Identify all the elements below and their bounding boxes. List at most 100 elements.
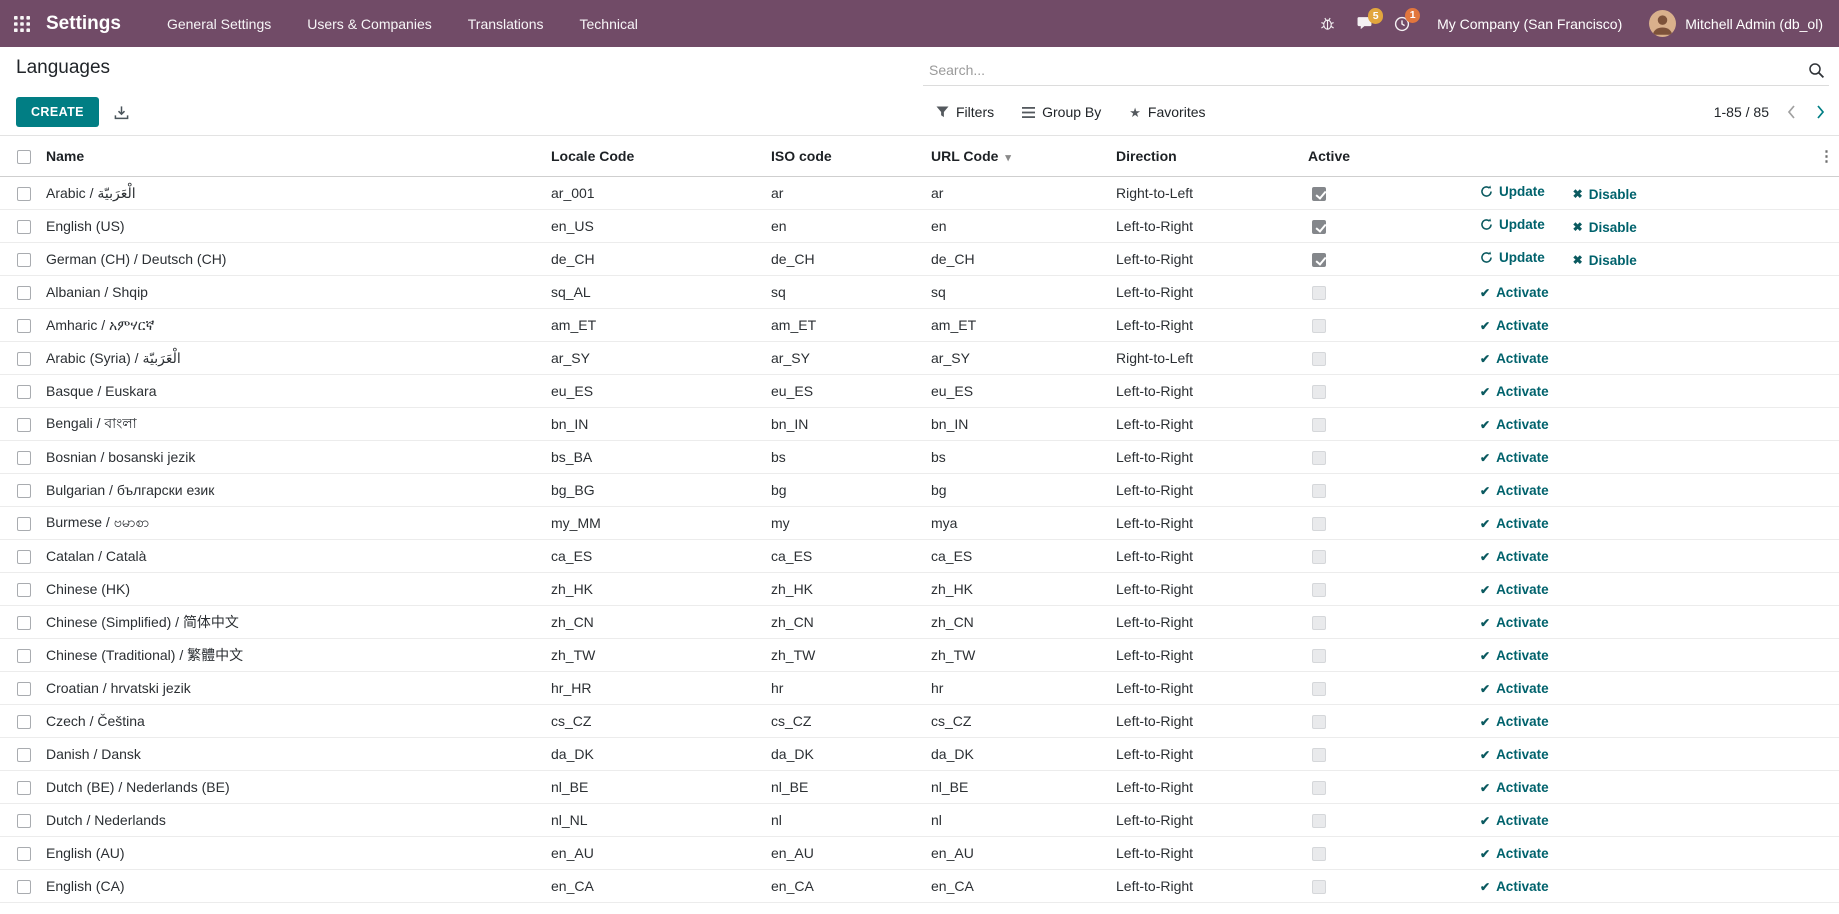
row-select-checkbox[interactable] <box>17 748 31 763</box>
column-header-url-code[interactable]: URL Code ▾ <box>931 148 1011 164</box>
menu-general-settings[interactable]: General Settings <box>166 15 272 32</box>
pager-previous-icon[interactable] <box>1785 103 1798 121</box>
table-row[interactable]: Basque / Euskara eu_ES eu_ES eu_ES Left-… <box>0 374 1839 408</box>
row-select-checkbox[interactable] <box>17 484 31 499</box>
activate-button[interactable]: ✔ Activate <box>1480 714 1549 730</box>
company-switcher[interactable]: My Company (San Francisco) <box>1437 15 1623 32</box>
row-select-checkbox[interactable] <box>17 352 31 367</box>
user-menu[interactable]: Mitchell Admin (db_ol) <box>1649 10 1823 37</box>
table-row[interactable]: Catalan / Català ca_ES ca_ES ca_ES Left-… <box>0 539 1839 573</box>
activate-button[interactable]: ✔ Activate <box>1480 450 1549 466</box>
search-icon[interactable] <box>1808 62 1825 79</box>
disable-button[interactable]: ✖ Disable <box>1572 186 1637 202</box>
export-download-icon[interactable] <box>114 105 129 120</box>
activate-button[interactable]: ✔ Activate <box>1480 681 1549 697</box>
activate-button[interactable]: ✔ Activate <box>1480 747 1549 763</box>
activate-button[interactable]: ✔ Activate <box>1480 582 1549 598</box>
update-button[interactable]: Update <box>1480 184 1545 199</box>
activate-button[interactable]: ✔ Activate <box>1480 516 1549 532</box>
column-options-icon[interactable]: ⋮ <box>1819 148 1834 165</box>
debug-bug-icon[interactable] <box>1320 16 1335 31</box>
pager-next-icon[interactable] <box>1814 103 1827 121</box>
row-select-checkbox[interactable] <box>17 451 31 466</box>
row-select-checkbox[interactable] <box>17 286 31 301</box>
activate-button[interactable]: ✔ Activate <box>1480 648 1549 664</box>
apps-menu-icon[interactable] <box>14 15 30 32</box>
direction-cell: Right-to-Left <box>1112 176 1304 210</box>
table-row[interactable]: Arabic (Syria) / الْعَرَبيّة ar_SY ar_SY… <box>0 341 1839 375</box>
activate-button[interactable]: ✔ Activate <box>1480 846 1549 862</box>
row-select-checkbox[interactable] <box>17 253 31 268</box>
table-row[interactable]: Arabic / الْعَرَبيّة ar_001 ar ar Right-… <box>0 176 1839 210</box>
group-by-button[interactable]: Group By <box>1022 104 1101 120</box>
iso-code-cell: en <box>767 209 927 243</box>
table-row[interactable]: Amharic / አምሃርኛ am_ET am_ET am_ET Left-t… <box>0 308 1839 342</box>
row-select-checkbox[interactable] <box>17 682 31 697</box>
table-row[interactable]: Danish / Dansk da_DK da_DK da_DK Left-to… <box>0 737 1839 771</box>
menu-technical[interactable]: Technical <box>579 15 638 32</box>
table-row[interactable]: Croatian / hrvatski jezik hr_HR hr hr Le… <box>0 671 1839 705</box>
create-button[interactable]: CREATE <box>16 97 99 127</box>
table-row[interactable]: English (US) en_US en en Left-to-Right U… <box>0 209 1839 243</box>
row-select-checkbox[interactable] <box>17 880 31 895</box>
activate-button[interactable]: ✔ Activate <box>1480 384 1549 400</box>
table-row[interactable]: Chinese (HK) zh_HK zh_HK zh_HK Left-to-R… <box>0 572 1839 606</box>
row-select-checkbox[interactable] <box>17 583 31 598</box>
table-row[interactable]: English (AU) en_AU en_AU en_AU Left-to-R… <box>0 836 1839 870</box>
row-select-checkbox[interactable] <box>17 616 31 631</box>
table-row[interactable]: Chinese (Traditional) / 繁體中文 zh_TW zh_TW… <box>0 638 1839 672</box>
row-select-checkbox[interactable] <box>17 715 31 730</box>
column-header-iso-code[interactable]: ISO code <box>771 148 832 164</box>
row-select-checkbox[interactable] <box>17 847 31 862</box>
messages-icon[interactable]: 5 <box>1356 8 1384 31</box>
row-select-checkbox[interactable] <box>17 319 31 334</box>
menu-translations[interactable]: Translations <box>467 15 544 32</box>
activate-button[interactable]: ✔ Activate <box>1480 549 1549 565</box>
app-title[interactable]: Settings <box>46 12 121 34</box>
table-row[interactable]: Czech / Čeština cs_CZ cs_CZ cs_CZ Left-t… <box>0 704 1839 738</box>
row-select-checkbox[interactable] <box>17 418 31 433</box>
update-button[interactable]: Update <box>1480 250 1545 265</box>
table-row[interactable]: Dutch / Nederlands nl_NL nl nl Left-to-R… <box>0 803 1839 837</box>
activate-button[interactable]: ✔ Activate <box>1480 813 1549 829</box>
column-header-locale-code[interactable]: Locale Code <box>551 148 635 164</box>
disable-button[interactable]: ✖ Disable <box>1572 252 1637 268</box>
select-all-checkbox[interactable] <box>17 150 31 165</box>
activate-button[interactable]: ✔ Activate <box>1480 780 1549 796</box>
column-header-active[interactable]: Active <box>1308 148 1351 164</box>
activate-button[interactable]: ✔ Activate <box>1480 615 1549 631</box>
favorites-button[interactable]: ★ Favorites <box>1129 104 1206 120</box>
filters-button[interactable]: Filters <box>936 104 994 120</box>
menu-users-companies[interactable]: Users & Companies <box>307 15 432 32</box>
disable-button[interactable]: ✖ Disable <box>1572 219 1637 235</box>
activate-button[interactable]: ✔ Activate <box>1480 879 1549 895</box>
table-row[interactable]: German (CH) / Deutsch (CH) de_CH de_CH d… <box>0 242 1839 276</box>
column-header-direction[interactable]: Direction <box>1116 148 1177 164</box>
language-name-cell: Bulgarian / български език <box>42 473 547 507</box>
search-input[interactable] <box>923 56 1829 86</box>
row-select-checkbox[interactable] <box>17 649 31 664</box>
table-row[interactable]: Bosnian / bosanski jezik bs_BA bs bs Lef… <box>0 440 1839 474</box>
update-button[interactable]: Update <box>1480 217 1545 232</box>
table-row[interactable]: English (CA) en_CA en_CA en_CA Left-to-R… <box>0 869 1839 903</box>
table-row[interactable]: Albanian / Shqip sq_AL sq sq Left-to-Rig… <box>0 275 1839 309</box>
activate-button[interactable]: ✔ Activate <box>1480 285 1549 301</box>
activate-button[interactable]: ✔ Activate <box>1480 417 1549 433</box>
activate-button[interactable]: ✔ Activate <box>1480 351 1549 367</box>
activate-button[interactable]: ✔ Activate <box>1480 483 1549 499</box>
table-row[interactable]: Bulgarian / български език bg_BG bg bg L… <box>0 473 1839 507</box>
table-row[interactable]: Dutch (BE) / Nederlands (BE) nl_BE nl_BE… <box>0 770 1839 804</box>
row-select-checkbox[interactable] <box>17 781 31 796</box>
column-header-name[interactable]: Name <box>46 148 85 164</box>
row-select-checkbox[interactable] <box>17 385 31 400</box>
table-row[interactable]: Bengali / বাংলা bn_IN bn_IN bn_IN Left-t… <box>0 407 1839 441</box>
activities-clock-icon[interactable]: 1 <box>1394 7 1421 32</box>
activate-button[interactable]: ✔ Activate <box>1480 318 1549 334</box>
row-select-checkbox[interactable] <box>17 220 31 235</box>
row-select-checkbox[interactable] <box>17 187 31 202</box>
table-row[interactable]: Chinese (Simplified) / 简体中文 zh_CN zh_CN … <box>0 605 1839 639</box>
table-row[interactable]: Burmese / ဗမာစာ my_MM my mya Left-to-Rig… <box>0 506 1839 540</box>
row-select-checkbox[interactable] <box>17 550 31 565</box>
row-select-checkbox[interactable] <box>17 814 31 829</box>
row-select-checkbox[interactable] <box>17 517 31 532</box>
